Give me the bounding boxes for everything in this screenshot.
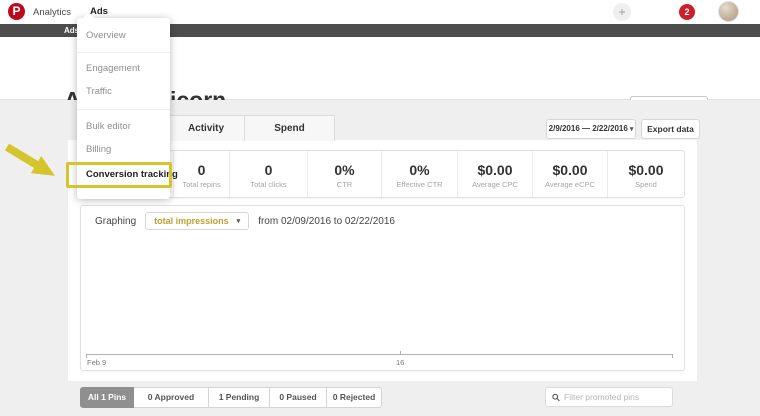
x-axis-tick <box>672 354 673 358</box>
pins-filter-segmented-control: All 1 Pins 0 Approved 1 Pending 0 Paused… <box>80 387 382 408</box>
notification-badge[interactable]: 2 <box>679 4 695 20</box>
stat-label: Average eCPC <box>545 179 595 189</box>
annotation-arrow-icon <box>4 143 56 176</box>
ads-dropdown-menu: Overview Engagement Traffic Bulk editor … <box>77 18 178 199</box>
stat-ctr: 0% CTR <box>308 151 382 197</box>
stat-label: Total repins <box>182 179 221 189</box>
export-data-button[interactable]: Export data <box>641 119 700 139</box>
x-axis-line <box>86 354 673 355</box>
stat-average-ecpc: $0.00 Average eCPC <box>533 151 608 197</box>
metric-select-value: total impressions <box>154 216 229 226</box>
avatar[interactable] <box>718 1 739 22</box>
graphing-controls: Graphing total impressions ▾ from 02/09/… <box>95 212 395 230</box>
chevron-down-icon: ▾ <box>629 126 634 133</box>
segment-pending[interactable]: 1 Pending <box>209 387 270 408</box>
pinterest-logo-icon[interactable]: P <box>8 3 25 20</box>
segment-rejected[interactable]: 0 Rejected <box>327 387 382 408</box>
add-button[interactable]: + <box>613 3 631 21</box>
annotation-highlight-box <box>66 162 172 188</box>
date-range-label: 2/9/2016 — 2/22/2016 <box>548 124 628 133</box>
stat-value: $0.00 <box>477 161 513 178</box>
stat-label: CTR <box>336 179 353 189</box>
stat-spend: $0.00 Spend <box>608 151 684 197</box>
graphing-label: Graphing <box>95 215 137 227</box>
chevron-down-icon: ▾ <box>236 218 241 225</box>
tab-activity[interactable]: Activity <box>167 115 245 141</box>
stat-average-cpc: $0.00 Average CPC <box>458 151 533 197</box>
menu-divider <box>77 109 170 110</box>
stat-value: 0% <box>409 161 430 178</box>
menu-item-overview[interactable]: Overview <box>86 30 126 41</box>
graph-card <box>80 205 685 371</box>
stat-value: 0 <box>264 161 273 178</box>
x-axis-label-mid: 16 <box>396 358 405 367</box>
stat-total-clicks: 0 Total clicks <box>230 151 308 197</box>
menu-item-traffic[interactable]: Traffic <box>86 86 112 97</box>
stat-total-repins: 0 Total repins <box>174 151 230 197</box>
menu-item-conversion-tracking[interactable]: Conversion tracking <box>86 169 178 180</box>
segment-approved[interactable]: 0 Approved <box>134 387 209 408</box>
menu-item-bulk-editor[interactable]: Bulk editor <box>86 121 131 132</box>
filter-pins-search <box>545 387 673 407</box>
graphing-range-text: from 02/09/2016 to 02/22/2016 <box>258 215 395 227</box>
search-input[interactable] <box>564 392 666 402</box>
stat-covered <box>81 151 174 197</box>
nav-item-analytics[interactable]: Analytics <box>33 7 72 18</box>
stat-value: $0.00 <box>552 161 588 178</box>
date-range-selector[interactable]: 2/9/2016 — 2/22/2016 ▾ <box>546 119 636 139</box>
stat-effective-ctr: 0% Effective CTR <box>382 151 458 197</box>
segment-paused[interactable]: 0 Paused <box>270 387 327 408</box>
x-axis-label-start: Feb 9 <box>87 358 107 367</box>
x-axis-tick <box>86 354 87 358</box>
menu-item-engagement[interactable]: Engagement <box>86 63 140 74</box>
nav-item-ads[interactable]: Ads <box>90 6 108 17</box>
subnav-item-ads[interactable]: Ads <box>64 26 80 35</box>
sub-nav: Ads <box>0 24 760 37</box>
stat-label: Total clicks <box>250 179 287 189</box>
x-axis-tick <box>400 351 401 355</box>
metric-select[interactable]: total impressions ▾ <box>145 212 250 230</box>
stat-label: Average CPC <box>472 179 518 189</box>
menu-item-billing[interactable]: Billing <box>86 144 112 155</box>
stat-value: $0.00 <box>628 161 664 178</box>
stats-summary-card: 0 Total repins 0 Total clicks 0% CTR 0% … <box>80 150 685 198</box>
stat-value: 0% <box>334 161 355 178</box>
stat-label: Spend <box>635 179 657 189</box>
tab-spend[interactable]: Spend <box>244 115 335 141</box>
menu-divider <box>77 52 170 53</box>
search-icon <box>552 393 560 401</box>
stat-value: 0 <box>197 161 206 178</box>
segment-all-pins[interactable]: All 1 Pins <box>80 387 134 408</box>
stat-label: Effective CTR <box>396 179 443 189</box>
